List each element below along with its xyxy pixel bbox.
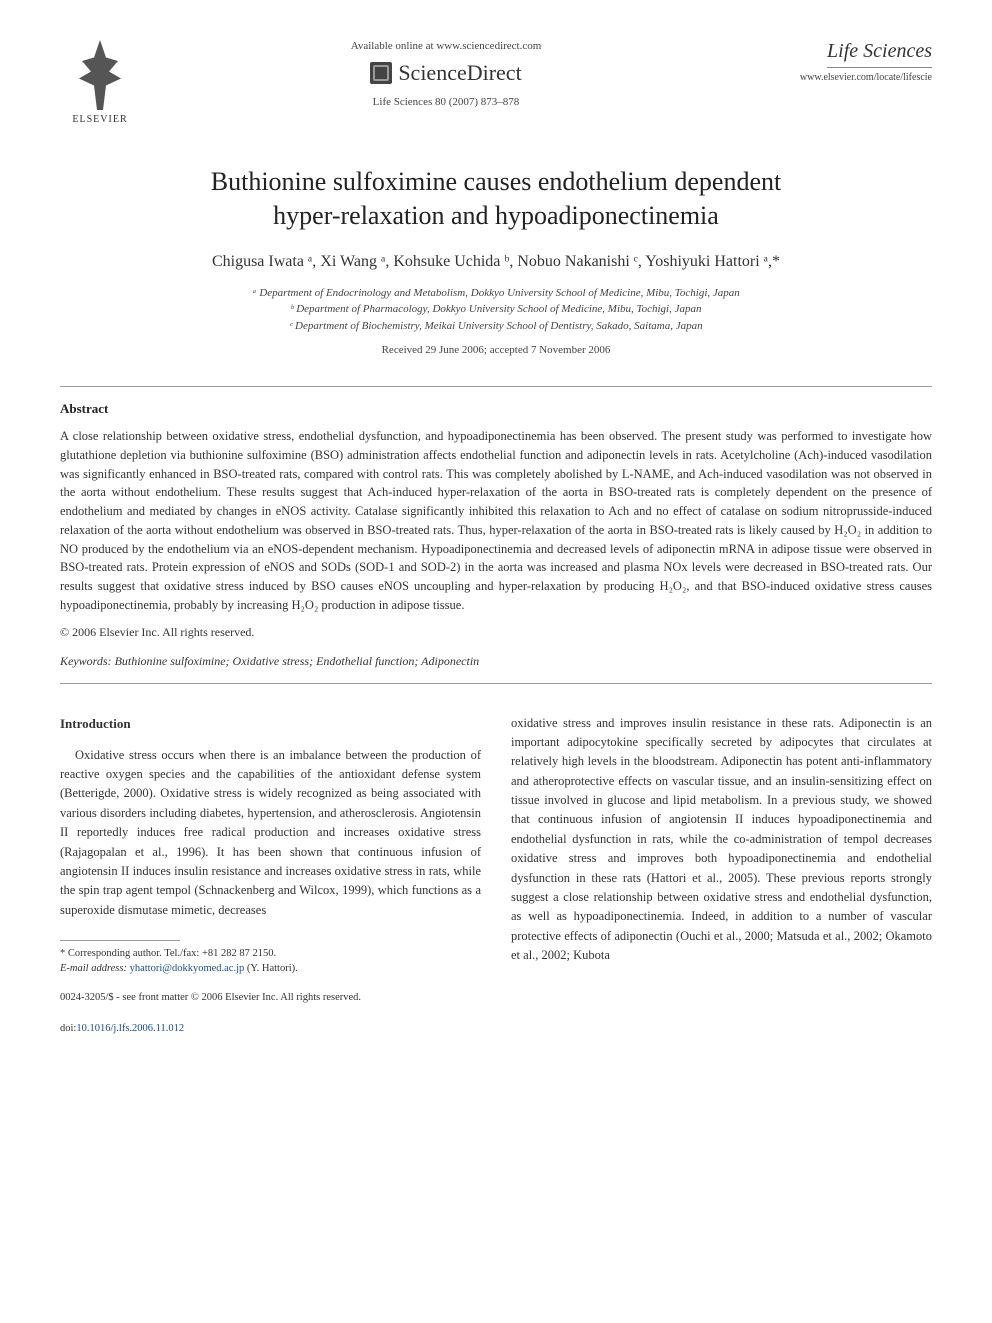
publisher-name: ELSEVIER <box>72 114 127 125</box>
corresponding-author-note: * Corresponding author. Tel./fax: +81 28… <box>60 947 481 962</box>
email-label: E-mail address: <box>60 963 127 974</box>
author-email[interactable]: yhattori@dokkyomed.ac.jp <box>127 963 244 974</box>
affiliation-b: ᵇ Department of Pharmacology, Dokkyo Uni… <box>60 301 932 318</box>
divider-bottom <box>60 683 932 684</box>
journal-box: Life Sciences www.elsevier.com/locate/li… <box>752 40 932 83</box>
title-line-1: Buthionine sulfoximine causes endotheliu… <box>211 167 781 196</box>
email-who: (Y. Hattori). <box>244 963 297 974</box>
doi-value[interactable]: 10.1016/j.lfs.2006.11.012 <box>76 1023 184 1034</box>
title-line-2: hyper-relaxation and hypoadiponectinemia <box>273 201 719 230</box>
platform-row: ScienceDirect <box>140 60 752 86</box>
sciencedirect-icon <box>370 62 392 84</box>
column-left: Introduction Oxidative stress occurs whe… <box>60 714 481 1037</box>
journal-name: Life Sciences <box>827 40 932 68</box>
abstract-body: A close relationship between oxidative s… <box>60 427 932 615</box>
author-list: Chigusa Iwata ᵃ, Xi Wang ᵃ, Kohsuke Uchi… <box>60 253 932 271</box>
front-matter-line: 0024-3205/$ - see front matter © 2006 El… <box>60 990 481 1006</box>
intro-paragraph-left: Oxidative stress occurs when there is an… <box>60 746 481 920</box>
article-dates: Received 29 June 2006; accepted 7 Novemb… <box>60 344 932 356</box>
publisher-logo: ELSEVIER <box>60 40 140 125</box>
divider-top <box>60 386 932 387</box>
keywords-line: Keywords: Buthionine sulfoximine; Oxidat… <box>60 654 932 669</box>
page-header: ELSEVIER Available online at www.science… <box>60 40 932 125</box>
affiliation-a: ᵃ Department of Endocrinology and Metabo… <box>60 285 932 302</box>
elsevier-tree-icon <box>70 40 130 110</box>
journal-url: www.elsevier.com/locate/lifescie <box>752 72 932 83</box>
header-center: Available online at www.sciencedirect.co… <box>140 40 752 108</box>
intro-paragraph-right: oxidative stress and improves insulin re… <box>511 714 932 966</box>
footnote-separator <box>60 940 180 941</box>
available-online-text: Available online at www.sciencedirect.co… <box>140 40 752 52</box>
doi-label: doi: <box>60 1023 76 1034</box>
doi-line: doi:10.1016/j.lfs.2006.11.012 <box>60 1021 481 1037</box>
affiliations: ᵃ Department of Endocrinology and Metabo… <box>60 285 932 335</box>
column-right: oxidative stress and improves insulin re… <box>511 714 932 1037</box>
article-title: Buthionine sulfoximine causes endotheliu… <box>60 165 932 233</box>
affiliation-c: ᶜ Department of Biochemistry, Meikai Uni… <box>60 318 932 335</box>
introduction-heading: Introduction <box>60 714 481 734</box>
body-columns: Introduction Oxidative stress occurs whe… <box>60 714 932 1037</box>
email-line: E-mail address: yhattori@dokkyomed.ac.jp… <box>60 962 481 977</box>
keywords-text: Buthionine sulfoximine; Oxidative stress… <box>112 654 480 668</box>
keywords-label: Keywords: <box>60 654 112 668</box>
abstract-copyright: © 2006 Elsevier Inc. All rights reserved… <box>60 625 932 640</box>
platform-name: ScienceDirect <box>398 60 521 86</box>
abstract-heading: Abstract <box>60 401 932 417</box>
citation-text: Life Sciences 80 (2007) 873–878 <box>140 96 752 108</box>
